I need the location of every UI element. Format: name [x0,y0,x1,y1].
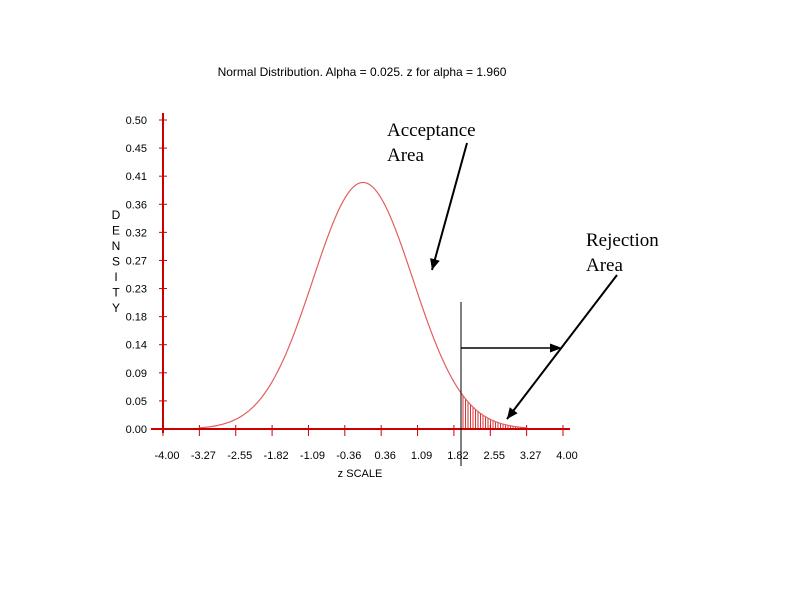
y-tick-label: 0.05 [126,396,147,408]
rejection-pointer-arrow [506,274,618,420]
y-tick-label: 0.41 [126,171,147,183]
y-tick-label: 0.14 [126,340,147,352]
y-tick-label: 0.00 [126,424,147,436]
rejection-region-arrowhead [550,343,562,353]
acceptance-pointer-arrowhead [430,258,440,270]
density-curve [199,181,527,429]
rejection-area-hatching [462,395,526,429]
x-tick-label: 0.36 [374,450,395,462]
rejection-label-text: Rejection Area [586,230,659,276]
x-tick-label: -1.82 [264,450,289,462]
x-axis-label: z SCALE [338,468,383,480]
x-tick-label: -1.09 [300,450,325,462]
x-tick-label: 1.82 [447,450,468,462]
y-tick-label: 0.18 [126,312,147,324]
x-tick-label: 4.00 [556,450,577,462]
y-tick-label: 0.45 [126,143,147,155]
rejection-pointer-arrowhead [507,407,518,419]
x-tick-label: 2.55 [484,450,505,462]
rejection-area-label: Rejection Area [586,230,659,276]
x-tick-label: -2.55 [227,450,252,462]
y-tick-label: 0.50 [126,115,147,127]
acceptance-area-label: Acceptance Area [387,120,476,166]
chart-title: Normal Distribution. Alpha = 0.025. z fo… [218,65,507,79]
x-tick-label: -0.36 [336,450,361,462]
x-tick-label: 1.09 [411,450,432,462]
acceptance-pointer-arrow [431,142,468,271]
x-tick-label: -4.00 [154,450,179,462]
x-tick-label: 3.27 [520,450,541,462]
y-tick-label: 0.23 [126,284,147,296]
y-tick-label: 0.32 [126,227,147,239]
y-tick-label: 0.09 [126,368,147,380]
y-tick-label: 0.36 [126,199,147,211]
acceptance-label-text: Acceptance Area [387,120,476,166]
x-tick-label: -3.27 [191,450,216,462]
y-tick-label: 0.27 [126,255,147,267]
